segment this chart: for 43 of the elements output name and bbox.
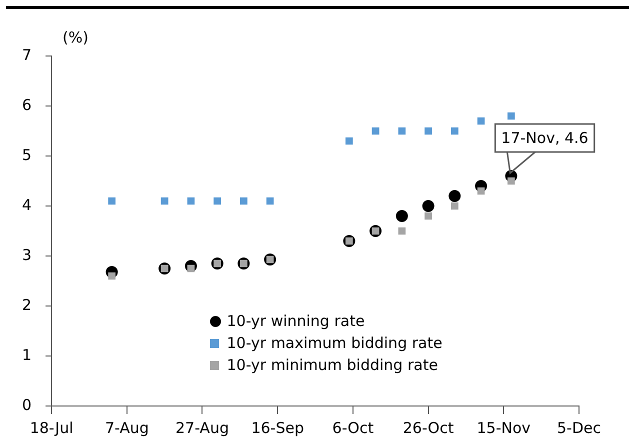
point: [266, 197, 274, 205]
point: [372, 127, 380, 135]
point: [160, 197, 168, 205]
point: [214, 197, 221, 205]
point: [398, 127, 406, 135]
y-axis-title: (%): [62, 28, 89, 46]
point: [477, 187, 485, 195]
point: [422, 200, 434, 212]
y-tick-label: 3: [22, 246, 32, 264]
x-tick-label: 27-Aug: [176, 418, 229, 437]
x-tick-label: 6-Oct: [332, 418, 374, 437]
x-tick-label: 15-Nov: [476, 418, 531, 437]
x-tick-label: 16-Sep: [251, 418, 304, 437]
point: [346, 137, 353, 145]
x-tick-label: 26-Oct: [402, 418, 454, 437]
x-tick-label: 18-Jul: [30, 418, 74, 437]
y-tick-label: 6: [22, 96, 32, 114]
legend-label: 10-yr minimum bidding rate: [226, 355, 438, 376]
point: [108, 197, 116, 205]
point: [396, 210, 408, 222]
x-tick-label: 5-Dec: [557, 418, 601, 437]
legend-label: 10-yr maximum bidding rate: [226, 333, 442, 354]
point: [424, 212, 432, 220]
point: [448, 190, 461, 202]
point: [450, 127, 458, 135]
y-tick-label: 5: [22, 146, 32, 164]
point: [108, 272, 116, 280]
y-tick-label: 1: [22, 346, 32, 364]
point: [477, 117, 485, 125]
x-tick-label: 7-Aug: [104, 418, 149, 437]
point: [240, 197, 248, 205]
y-tick-label: 0: [22, 396, 32, 414]
y-tick-label: 4: [22, 196, 32, 214]
y-tick-label: 7: [22, 46, 32, 64]
legend-label: 10-yr winning rate: [226, 311, 365, 332]
y-tick-label: 2: [22, 296, 32, 314]
annotation: 17-Nov, 4.6: [501, 128, 588, 147]
point: [187, 197, 195, 205]
point: [508, 177, 515, 185]
point: [424, 127, 432, 135]
point: [398, 227, 406, 235]
point: [508, 112, 515, 120]
point: [450, 202, 458, 210]
